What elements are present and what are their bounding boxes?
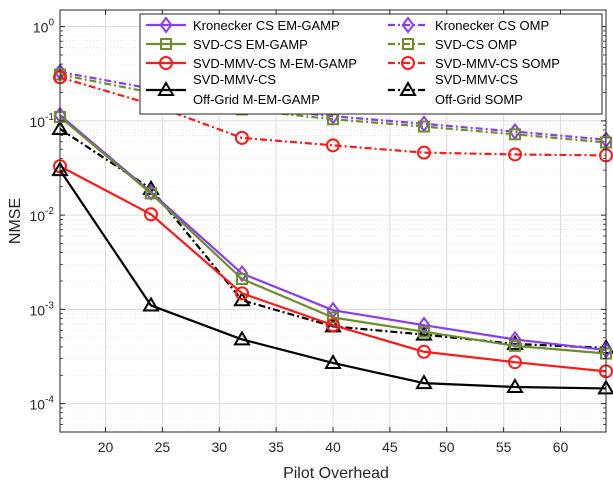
diamond-marker bbox=[159, 16, 173, 34]
y-tick-label: 100 bbox=[33, 18, 55, 36]
triangle-marker bbox=[399, 81, 417, 96]
circle-marker bbox=[235, 286, 249, 301]
legend-label: SVD-MMV-CS SOMP bbox=[435, 56, 560, 71]
y-tick-label: 10-2 bbox=[30, 206, 55, 224]
legend-label: SVD-CS EM-GAMP bbox=[193, 37, 308, 52]
legend-entry: SVD-MMV-CS Off-Grid M-EM-GAMP bbox=[146, 72, 320, 107]
legend-entry: SVD-CS EM-GAMP bbox=[146, 37, 308, 52]
y-axis-title: NMSE bbox=[7, 198, 24, 244]
circle-marker bbox=[401, 56, 415, 70]
square-marker bbox=[509, 339, 521, 352]
legend-label: SVD-MMV-CS bbox=[435, 72, 518, 87]
legend-entry: SVD-MMV-CS Off-Grid SOMP bbox=[388, 72, 523, 107]
diamond-marker bbox=[235, 264, 249, 283]
legend-label: Kronecker CS EM-GAMP bbox=[193, 18, 340, 33]
legend-label: SVD-CS OMP bbox=[435, 37, 517, 52]
square-marker bbox=[160, 38, 172, 50]
x-tick-label: 40 bbox=[325, 439, 341, 455]
legend-entry: SVD-MMV-CS M-EM-GAMP bbox=[146, 56, 357, 71]
diamond-marker bbox=[401, 16, 415, 34]
square-marker bbox=[236, 272, 248, 285]
legend-box bbox=[139, 13, 603, 115]
circle-marker bbox=[326, 138, 340, 153]
series-line bbox=[59, 169, 607, 390]
x-tick-label: 35 bbox=[268, 439, 284, 455]
square-marker bbox=[327, 311, 339, 324]
legend-label: SVD-MMV-CS M-EM-GAMP bbox=[193, 56, 357, 71]
series-line bbox=[59, 165, 607, 373]
triangle-marker bbox=[415, 374, 433, 390]
square-marker bbox=[402, 38, 414, 50]
x-tick-label: 30 bbox=[211, 439, 227, 455]
legend-entry: Kronecker CS EM-GAMP bbox=[146, 16, 340, 34]
triangle-marker bbox=[415, 325, 433, 341]
y-tick-label: 10-4 bbox=[30, 395, 55, 413]
legend-label: Kronecker CS OMP bbox=[435, 18, 549, 33]
circle-marker bbox=[417, 145, 431, 160]
triangle-marker bbox=[233, 330, 251, 346]
legend: Kronecker CS EM-GAMP SVD-CS EM-GAMP SVD-MM… bbox=[139, 13, 603, 115]
square-marker bbox=[509, 128, 521, 141]
legend-label: SVD-MMV-CS bbox=[193, 72, 276, 87]
x-tick-label: 55 bbox=[496, 439, 512, 455]
circle-marker bbox=[417, 344, 431, 359]
x-tick-label: 20 bbox=[98, 439, 114, 455]
circle-marker bbox=[159, 56, 173, 70]
square-marker bbox=[418, 120, 430, 133]
square-marker bbox=[418, 325, 430, 338]
y-tick-label: 10-1 bbox=[30, 112, 55, 130]
triangle-marker bbox=[142, 296, 160, 312]
triangle-marker bbox=[506, 378, 524, 394]
legend-entry: SVD-CS OMP bbox=[388, 37, 517, 52]
series-group bbox=[53, 159, 613, 379]
y-tick-label: 10-3 bbox=[30, 300, 55, 318]
x-axis-title: Pilot Overhead bbox=[283, 465, 389, 482]
x-tick-label: 25 bbox=[155, 439, 171, 455]
series-group bbox=[51, 161, 613, 395]
x-tick-label: 60 bbox=[553, 439, 569, 455]
triangle-marker bbox=[157, 81, 175, 96]
legend-label: Off-Grid M-EM-GAMP bbox=[193, 92, 320, 107]
circle-marker bbox=[508, 355, 522, 370]
legend-entry: SVD-MMV-CS SOMP bbox=[388, 56, 560, 71]
series-line bbox=[59, 116, 607, 355]
circle-marker bbox=[326, 318, 340, 333]
circle-marker bbox=[144, 207, 158, 222]
legend-entry: Kronecker CS OMP bbox=[388, 16, 549, 34]
square-marker bbox=[145, 187, 157, 200]
circle-marker bbox=[235, 130, 249, 145]
x-tick-label: 45 bbox=[382, 439, 398, 455]
axes-layer: 20 25 30 35 40 45 50 55 60 10-4 10-3 10-2 10-1 100 bbox=[30, 9, 607, 455]
legend-label: Off-Grid SOMP bbox=[435, 92, 523, 107]
triangle-marker bbox=[324, 353, 342, 369]
x-tick-label: 50 bbox=[439, 439, 455, 455]
circle-marker bbox=[508, 147, 522, 162]
